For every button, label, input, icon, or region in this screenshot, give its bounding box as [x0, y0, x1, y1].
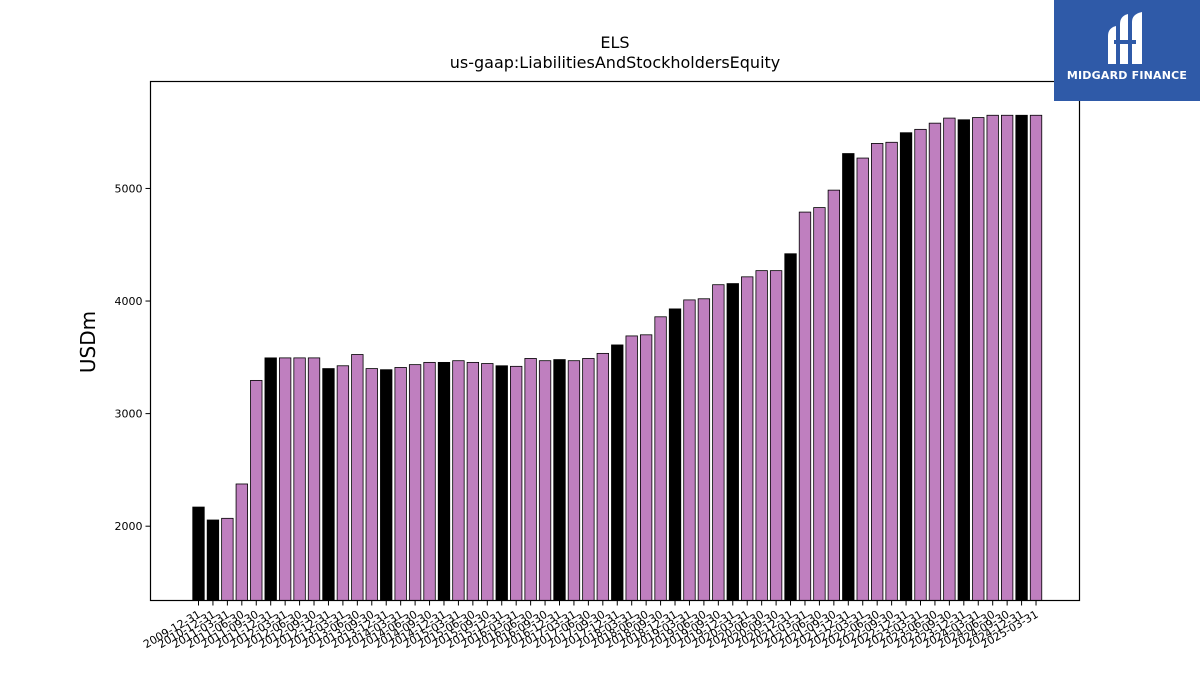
- bar-2012-09-30: [307, 357, 321, 601]
- midgard-logo-icon: [1108, 12, 1142, 64]
- bar-2015-12-31: [495, 365, 508, 601]
- bar-2022-03-31: [856, 157, 869, 601]
- y-tick-label: 4000: [115, 295, 143, 308]
- bar-2021-06-30: [813, 207, 826, 601]
- bar-2019-09-30: [712, 284, 725, 601]
- bar-2014-03-31: [394, 367, 407, 601]
- chart-subtitle: us-gaap:LiabilitiesAndStockholdersEquity: [450, 53, 781, 72]
- bar-2011-06-30: [235, 483, 248, 601]
- y-tick-label: 2000: [115, 520, 143, 533]
- bar-2015-03-31: [452, 360, 465, 601]
- bar-2013-03-31: [336, 365, 350, 601]
- y-axis-label: USDm: [76, 311, 100, 373]
- bar-2021-03-31: [798, 211, 812, 601]
- bar-2014-12-31: [437, 361, 451, 601]
- bar-2019-06-30: [697, 298, 711, 601]
- bar-2016-03-31: [510, 365, 523, 601]
- logo-text: MIDGARD FINANCE: [1066, 69, 1188, 82]
- bar-2015-06-30: [466, 361, 480, 601]
- x-axis-ticks: 2009-12-312010-12-312011-03-312011-06-30…: [141, 600, 1041, 651]
- bar-2015-09-30: [481, 363, 494, 601]
- bar-2012-03-31: [278, 357, 292, 601]
- bar-2023-12-31: [957, 119, 970, 601]
- bar-2024-09-30: [1000, 114, 1014, 601]
- bar-2024-06-30: [986, 114, 999, 601]
- bar-2018-09-30: [654, 316, 667, 601]
- bar-2010-12-31: [206, 519, 220, 601]
- bar-2013-09-30: [365, 368, 378, 601]
- bar-2020-09-30: [769, 270, 783, 601]
- bar-2016-09-30: [538, 360, 552, 601]
- bar-2011-12-31: [264, 357, 277, 601]
- bar-2020-12-31: [784, 253, 797, 601]
- bar-2017-12-31: [611, 344, 624, 601]
- bar-2023-06-30: [928, 122, 942, 601]
- bar-2022-12-31: [899, 132, 913, 601]
- bar-2018-03-31: [625, 335, 638, 601]
- y-tick-label: 3000: [115, 408, 143, 421]
- bar-2024-12-31: [1015, 114, 1028, 601]
- bar-2013-06-30: [351, 354, 364, 601]
- bar-2024-03-31: [972, 117, 985, 601]
- bar-2016-12-31: [553, 359, 566, 601]
- bar-2017-09-30: [596, 352, 609, 601]
- bar-2017-06-30: [582, 358, 595, 601]
- midgard-finance-logo: MIDGARD FINANCE: [1054, 0, 1200, 101]
- bar-2022-09-30: [885, 141, 898, 601]
- bar-2012-06-30: [293, 357, 306, 601]
- bar-2014-06-30: [408, 364, 422, 601]
- chart-title: ELS: [600, 33, 629, 52]
- bar-2020-03-31: [741, 276, 754, 601]
- bar-2025-03-31: [1029, 114, 1043, 601]
- bar-2022-06-30: [871, 143, 884, 601]
- y-axis-ticks: 2000 3000 4000 5000: [115, 182, 151, 533]
- plot-frame: [149, 80, 1081, 602]
- bar-2021-09-30: [827, 189, 841, 601]
- bar-2020-06-30: [755, 270, 768, 601]
- bar-2013-12-31: [380, 369, 393, 601]
- bar-2016-06-30: [524, 358, 537, 601]
- bar-2023-09-30: [943, 117, 956, 601]
- bar-2012-12-31: [322, 368, 335, 601]
- bar-2018-12-31: [668, 308, 682, 601]
- bar-2021-12-31: [842, 153, 855, 601]
- bar-2011-03-31: [221, 517, 234, 601]
- bar-2014-09-30: [423, 361, 436, 601]
- bar-2018-06-30: [639, 334, 653, 601]
- bar-2019-03-31: [683, 299, 696, 601]
- y-tick-label: 5000: [115, 182, 143, 195]
- bar-2011-09-30: [250, 379, 263, 601]
- bar-2023-03-31: [914, 128, 927, 601]
- bars-group: [192, 114, 1043, 601]
- bar-2017-03-31: [567, 360, 581, 601]
- bar-2009-12-31: [192, 506, 205, 601]
- bar-2019-12-31: [726, 283, 739, 601]
